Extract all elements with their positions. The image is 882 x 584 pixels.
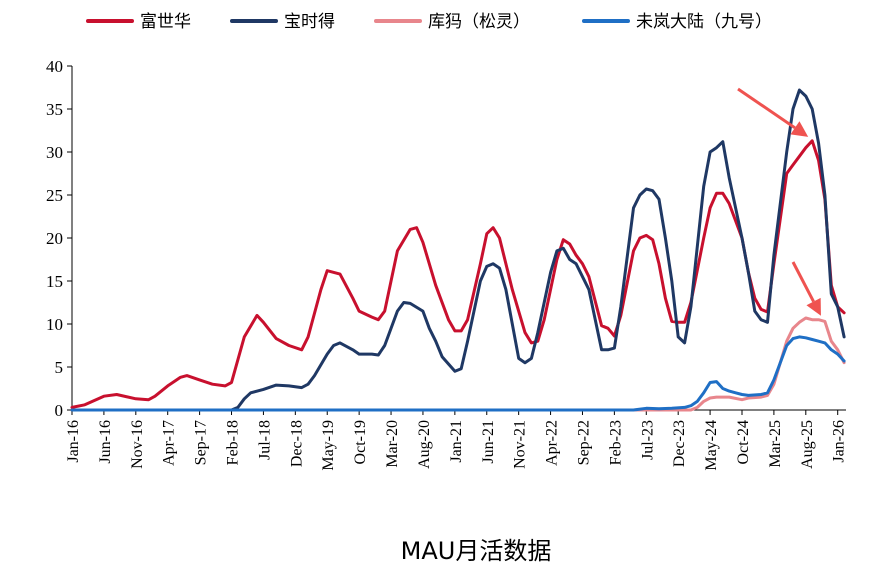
- y-tick-label: 35: [46, 100, 63, 119]
- legend-label: 富世华: [140, 12, 191, 32]
- y-tick-label: 0: [55, 401, 64, 420]
- x-tick-label: Apr-17: [161, 420, 178, 466]
- series-line-2: [70, 316, 846, 412]
- x-tick-label: Mar-25: [767, 420, 784, 468]
- x-tick-label: Dec-18: [288, 420, 305, 467]
- x-tick-label: Jan-21: [448, 420, 465, 463]
- annotations: [737, 87, 821, 316]
- x-tick-label: Aug-20: [416, 420, 433, 469]
- y-tick-label: 40: [46, 57, 63, 76]
- legend-label: 未岚大陆（九号）: [636, 12, 772, 32]
- y-tick-label: 20: [46, 229, 63, 248]
- x-tick-label: Feb-18: [225, 420, 242, 465]
- x-tick-label: May-19: [320, 420, 337, 471]
- x-tick-label: Feb-23: [607, 420, 624, 465]
- legend: 富世华 宝时得 库犸（松灵） 未岚大陆（九号）: [86, 12, 772, 32]
- series-lines: [70, 88, 846, 412]
- x-tick-label: Aug-25: [799, 420, 816, 469]
- x-tick-label: Jun-21: [480, 420, 497, 464]
- series-line-1: [70, 88, 846, 412]
- annotation-arrow: [791, 261, 821, 316]
- chart-caption: MAU月活数据: [401, 537, 552, 565]
- x-tick-label: Nov-21: [512, 420, 529, 469]
- legend-label: 宝时得: [284, 12, 335, 32]
- x-tick-label: Jan-16: [65, 420, 82, 463]
- x-tick-label: Mar-20: [384, 420, 401, 468]
- x-tick-label: Jan-26: [831, 420, 848, 463]
- y-tick-label: 10: [46, 315, 63, 334]
- y-tick-label: 25: [46, 186, 63, 205]
- x-tick-label: Oct-19: [352, 420, 369, 464]
- x-tick-label: Sep-22: [575, 420, 592, 465]
- x-tick-label: Nov-16: [129, 420, 146, 469]
- y-tick-label: 15: [46, 272, 63, 291]
- annotation-arrow: [737, 87, 809, 137]
- x-tick-label: May-24: [703, 420, 720, 471]
- x-tick-label: Jul-23: [639, 420, 656, 460]
- series-line-3: [70, 335, 846, 412]
- x-tick-label: Dec-23: [671, 420, 688, 467]
- x-tick-label: Apr-22: [544, 420, 561, 466]
- y-tick-label: 5: [55, 358, 64, 377]
- x-tick-label: Jun-16: [97, 420, 114, 464]
- x-tick-label: Jul-18: [256, 420, 273, 460]
- x-tick-label: Sep-17: [193, 420, 210, 465]
- y-tick-label: 30: [46, 143, 63, 162]
- legend-label: 库犸（松灵）: [428, 12, 530, 32]
- series-line-0: [70, 139, 846, 409]
- x-tick-label: Oct-24: [735, 420, 752, 464]
